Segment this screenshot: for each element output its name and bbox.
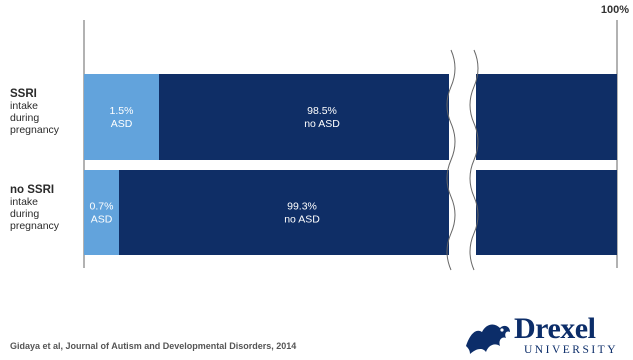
data-label-asd-name: ASD (91, 214, 113, 226)
bar-no-asd (119, 170, 449, 255)
bar-asd (84, 74, 159, 160)
bar-asd (84, 170, 119, 255)
row-label-ssri: SSRI intake during pregnancy (10, 88, 59, 136)
data-label-asd-name: ASD (111, 118, 133, 130)
data-label-asd-value: 1.5% (110, 105, 134, 117)
row-label-sub: intake during pregnancy (10, 196, 60, 232)
data-label-asd-value: 0.7% (90, 201, 114, 213)
row-label-main: SSRI (10, 88, 37, 100)
axis-max-label: 100% (600, 4, 629, 16)
logo-word: Drexel (514, 312, 596, 345)
bar-no-asd-continued (476, 74, 617, 160)
logo-sub: UNIVERSITY (524, 344, 618, 356)
source-citation: Gidaya et al, Journal of Autism and Deve… (10, 341, 297, 351)
data-label-no-asd-value: 98.5% (307, 105, 337, 117)
row-label-no-ssri: no SSRI intake during pregnancy (10, 184, 59, 232)
row-label-main: no SSRI (10, 184, 55, 196)
data-label-no-asd-name: no ASD (304, 118, 340, 130)
bar-no-asd-continued (476, 170, 617, 255)
axis-break-right (469, 49, 479, 271)
dragon-icon (466, 324, 510, 354)
row-label-sub: intake during pregnancy (10, 100, 60, 136)
data-label-no-asd-name: no ASD (284, 214, 320, 226)
drexel-logo: Drexel UNIVERSITY (462, 312, 628, 356)
bar-no-asd (159, 74, 449, 160)
data-label-no-asd-value: 99.3% (287, 201, 317, 213)
axis-break-left (446, 49, 456, 271)
